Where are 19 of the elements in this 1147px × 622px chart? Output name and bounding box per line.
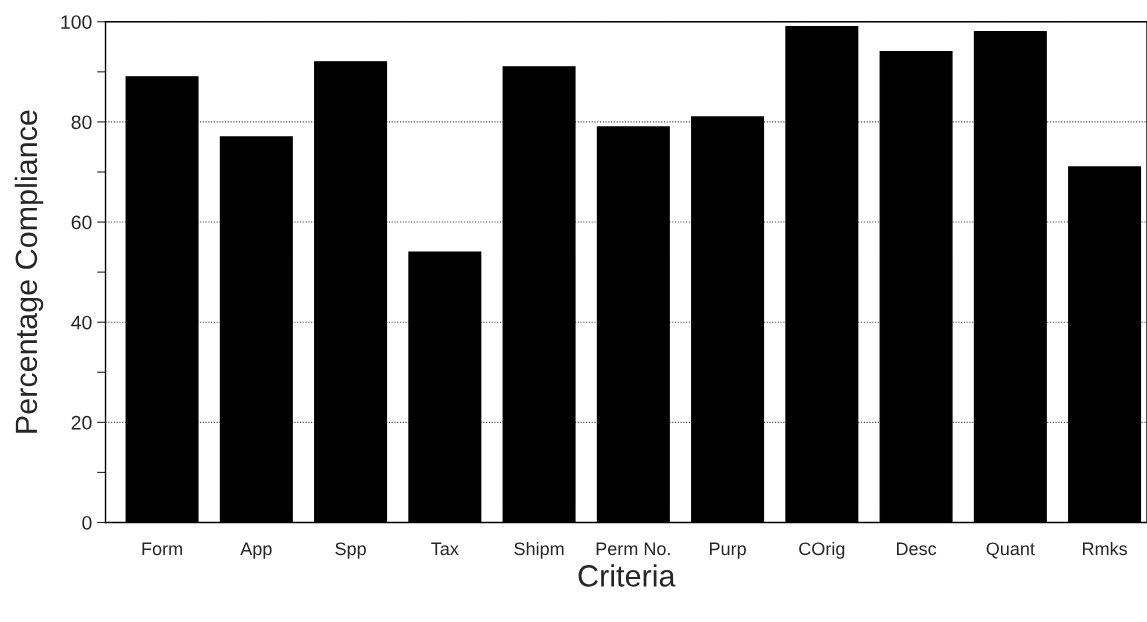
x-tick-label: Spp [335,542,366,559]
y-tick-label: 20 [71,415,92,430]
x-tick-label: COrig [799,541,845,559]
y-tick-label: 80 [71,115,92,130]
x-tick-label: Shipm [514,541,564,559]
y-tick-label: 100 [61,15,92,30]
x-tick-label: Form [142,542,182,556]
x-tick-label: Purp [709,542,746,559]
x-tick-label: Rmks [1083,541,1127,556]
x-tick-label: Tax [431,542,459,556]
x-tick-label: Desc [897,542,937,556]
y-tick-label: 60 [71,215,92,230]
x-tick-label: Quant [986,542,1035,559]
y-tick-label: 40 [71,315,92,330]
x-tick-label: Perm No. [596,542,670,556]
y-tick-label: 0 [82,515,92,530]
x-tick-label: App [240,542,272,559]
y-axis-title: Percentage Compliance [14,110,44,433]
x-axis-title: Criteria [578,564,676,587]
